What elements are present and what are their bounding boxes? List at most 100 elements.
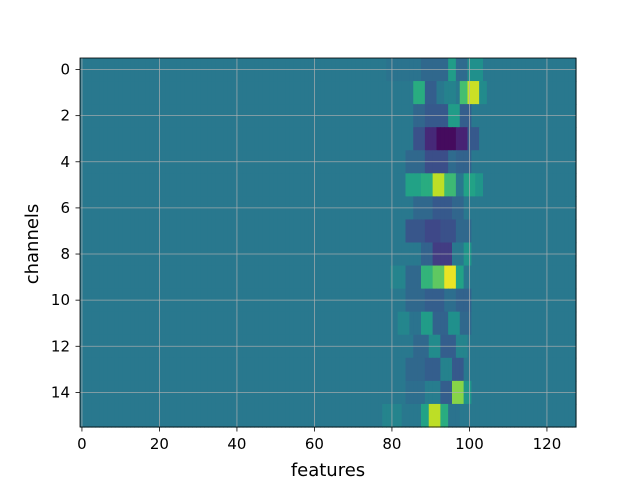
heatmap-cell <box>355 403 360 428</box>
heatmap-cell <box>331 403 337 428</box>
heatmap-cell <box>238 81 244 105</box>
heatmap-cell <box>459 403 465 428</box>
heatmap-cell <box>180 357 186 382</box>
heatmap-cell <box>285 311 290 336</box>
heatmap-cell <box>556 403 562 428</box>
heatmap-cell <box>432 219 438 244</box>
heatmap-cell <box>417 311 422 336</box>
heatmap-cell <box>572 219 577 244</box>
heatmap-cell <box>169 81 174 105</box>
heatmap-cell <box>103 357 108 382</box>
heatmap-cell <box>568 81 573 105</box>
heatmap-cell <box>161 127 166 151</box>
heatmap-cell <box>386 173 391 197</box>
heatmap-cell <box>382 81 387 105</box>
heatmap-cell <box>355 219 360 244</box>
heatmap-cell <box>397 127 403 151</box>
heatmap-cell <box>266 127 271 151</box>
heatmap-cell <box>254 311 259 336</box>
heatmap-cell <box>211 219 217 244</box>
heatmap-cell <box>176 265 182 290</box>
heatmap-cell <box>428 403 434 428</box>
heatmap-cell <box>169 219 174 244</box>
heatmap-cell <box>196 173 201 197</box>
heatmap-cell <box>401 81 407 105</box>
heatmap-cell <box>448 127 453 151</box>
heatmap-cell <box>320 265 325 290</box>
heatmap-cell <box>149 219 155 244</box>
heatmap-cell <box>328 265 333 290</box>
heatmap-cell <box>436 265 441 290</box>
heatmap-cell <box>386 127 391 151</box>
heatmap-cell <box>417 127 422 151</box>
heatmap-cell <box>227 219 232 244</box>
heatmap-cell <box>347 311 352 336</box>
heatmap-cell <box>362 219 368 244</box>
heatmap-cell <box>525 219 531 244</box>
heatmap-cell <box>409 81 414 105</box>
heatmap-cell <box>490 173 496 197</box>
heatmap-cell <box>541 81 546 105</box>
heatmap-cell <box>103 127 108 151</box>
heatmap-cell <box>266 311 271 336</box>
heatmap-cell <box>149 173 155 197</box>
heatmap-cell <box>207 219 213 244</box>
heatmap-cell <box>486 265 492 290</box>
heatmap-cell <box>242 173 248 197</box>
heatmap-cell <box>138 219 143 244</box>
heatmap-cell <box>304 81 310 105</box>
heatmap-cell <box>180 81 186 105</box>
heatmap-cell <box>521 127 527 151</box>
heatmap-cell <box>138 173 143 197</box>
heatmap-cell <box>215 127 221 151</box>
heatmap-cell <box>130 127 135 151</box>
heatmap-cell <box>459 81 465 105</box>
heatmap-cell <box>347 403 352 428</box>
heatmap-cell <box>149 311 155 336</box>
heatmap-cell <box>510 219 515 244</box>
heatmap-cell <box>142 403 147 428</box>
heatmap-cell <box>428 357 434 382</box>
heatmap-cell <box>552 173 558 197</box>
heatmap-cell <box>281 173 286 197</box>
heatmap-cell <box>525 127 531 151</box>
heatmap-cell <box>548 81 554 105</box>
heatmap-cell <box>475 311 480 336</box>
heatmap-cell <box>300 403 306 428</box>
heatmap-cell <box>91 81 97 105</box>
heatmap-cell <box>432 311 438 336</box>
heatmap-cell <box>273 173 279 197</box>
heatmap-cell <box>436 403 441 428</box>
heatmap-cell <box>506 81 511 105</box>
heatmap-cell <box>444 311 449 336</box>
heatmap-cell <box>370 311 376 336</box>
heatmap-cell <box>118 311 124 336</box>
heatmap-cell <box>262 357 267 382</box>
heatmap-cell <box>537 311 542 336</box>
heatmap-cell <box>417 173 422 197</box>
heatmap-cell <box>231 127 236 151</box>
heatmap-cell <box>548 173 554 197</box>
heatmap-cell <box>118 127 124 151</box>
heatmap-cell <box>564 265 569 290</box>
heatmap-cell <box>269 173 275 197</box>
heatmap-cell <box>114 265 120 290</box>
heatmap-cell <box>517 403 523 428</box>
heatmap-cell <box>436 81 441 105</box>
heatmap-cell <box>223 403 228 428</box>
heatmap-cell <box>258 127 263 151</box>
heatmap-cell <box>463 127 469 151</box>
y-tick-label: 8 <box>60 245 70 263</box>
heatmap-cell <box>114 81 120 105</box>
heatmap-cell <box>490 265 496 290</box>
heatmap-cell <box>153 311 159 336</box>
heatmap-cell <box>308 403 314 428</box>
heatmap-cell <box>347 81 352 105</box>
heatmap-cell <box>207 81 213 105</box>
heatmap-cell <box>374 127 379 151</box>
heatmap-cell <box>122 265 128 290</box>
heatmap-cell <box>506 311 511 336</box>
heatmap-cell <box>238 357 244 382</box>
heatmap-cell <box>266 265 271 290</box>
